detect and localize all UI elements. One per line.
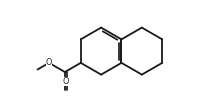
Text: O: O	[63, 77, 69, 86]
Text: O: O	[46, 58, 52, 67]
